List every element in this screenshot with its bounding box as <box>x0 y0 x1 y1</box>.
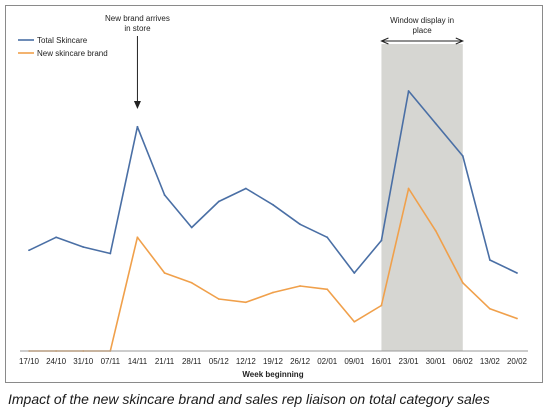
data-point <box>353 320 356 323</box>
data-point <box>272 291 274 294</box>
x-tick-label: 14/11 <box>128 357 148 366</box>
data-point <box>163 194 166 196</box>
data-point <box>380 304 383 307</box>
x-tick-label: 28/11 <box>182 357 202 366</box>
x-tick-label: 13/02 <box>480 357 501 366</box>
annotation-text: Window display in <box>390 16 454 25</box>
annotation-arrowhead <box>455 37 465 45</box>
data-point <box>217 200 220 203</box>
data-point <box>136 236 139 239</box>
figure-caption: Impact of the new skincare brand and sal… <box>8 391 490 407</box>
data-point <box>407 90 410 92</box>
x-tick-label: 30/01 <box>426 357 447 366</box>
x-tick-label: 19/12 <box>263 357 284 366</box>
x-tick-labels: 17/10 24/10 31/10 07/11 14/11 21/11 28/11 05/12… <box>19 357 528 366</box>
x-tick-label: 23/01 <box>399 357 420 366</box>
data-point <box>163 272 166 274</box>
annotation-arrowhead <box>133 101 141 109</box>
data-point <box>82 246 85 248</box>
data-point <box>190 281 193 284</box>
data-point <box>434 229 437 232</box>
x-tick-label: 09/01 <box>344 357 365 366</box>
data-point <box>244 301 247 304</box>
data-point <box>190 226 193 229</box>
data-point <box>461 155 464 157</box>
data-point <box>136 125 139 128</box>
x-tick-label: 20/02 <box>507 357 528 366</box>
annotation-text: in store <box>124 24 151 33</box>
x-tick-label: 24/10 <box>46 357 67 366</box>
x-tick-label: 02/01 <box>317 357 338 366</box>
x-tick-label: 31/10 <box>73 357 94 366</box>
data-point <box>28 249 30 252</box>
data-point <box>299 223 302 226</box>
legend: Total Skincare New skincare brand <box>18 36 108 58</box>
x-tick-label: 12/12 <box>236 357 257 366</box>
annotation-arrowhead <box>380 37 389 45</box>
data-point <box>244 187 247 190</box>
x-tick-label: 16/01 <box>371 357 392 366</box>
data-point <box>353 272 356 274</box>
data-point <box>516 272 518 274</box>
data-point <box>380 239 383 242</box>
x-tick-label: 07/11 <box>101 357 121 366</box>
data-point <box>217 298 220 300</box>
data-point <box>55 236 58 239</box>
data-point <box>434 122 437 125</box>
data-point <box>516 317 518 320</box>
legend-label: Total Skincare <box>37 36 88 45</box>
annotation-text: New brand arrives <box>105 14 170 23</box>
data-point <box>488 307 491 310</box>
annotation-text: place <box>413 26 433 35</box>
window-display-shaded-region <box>381 44 463 351</box>
legend-label: New skincare brand <box>37 49 108 58</box>
x-tick-label: 21/11 <box>155 357 175 366</box>
x-tick-label: 26/12 <box>290 357 311 366</box>
data-point <box>326 236 329 239</box>
data-point <box>461 281 464 284</box>
data-point <box>109 252 112 255</box>
chart-frame: Total Skincare New skincare brand New bra… <box>5 5 543 383</box>
x-axis-title: Week beginning <box>242 370 303 379</box>
data-point <box>272 203 274 206</box>
x-tick-label: 17/10 <box>19 357 40 366</box>
data-point <box>326 288 329 291</box>
data-point <box>299 285 302 287</box>
line-chart: Total Skincare New skincare brand New bra… <box>18 14 528 379</box>
x-tick-label: 05/12 <box>209 357 230 366</box>
data-point <box>488 259 491 261</box>
data-point <box>407 187 410 190</box>
x-tick-label: 06/02 <box>453 357 474 366</box>
